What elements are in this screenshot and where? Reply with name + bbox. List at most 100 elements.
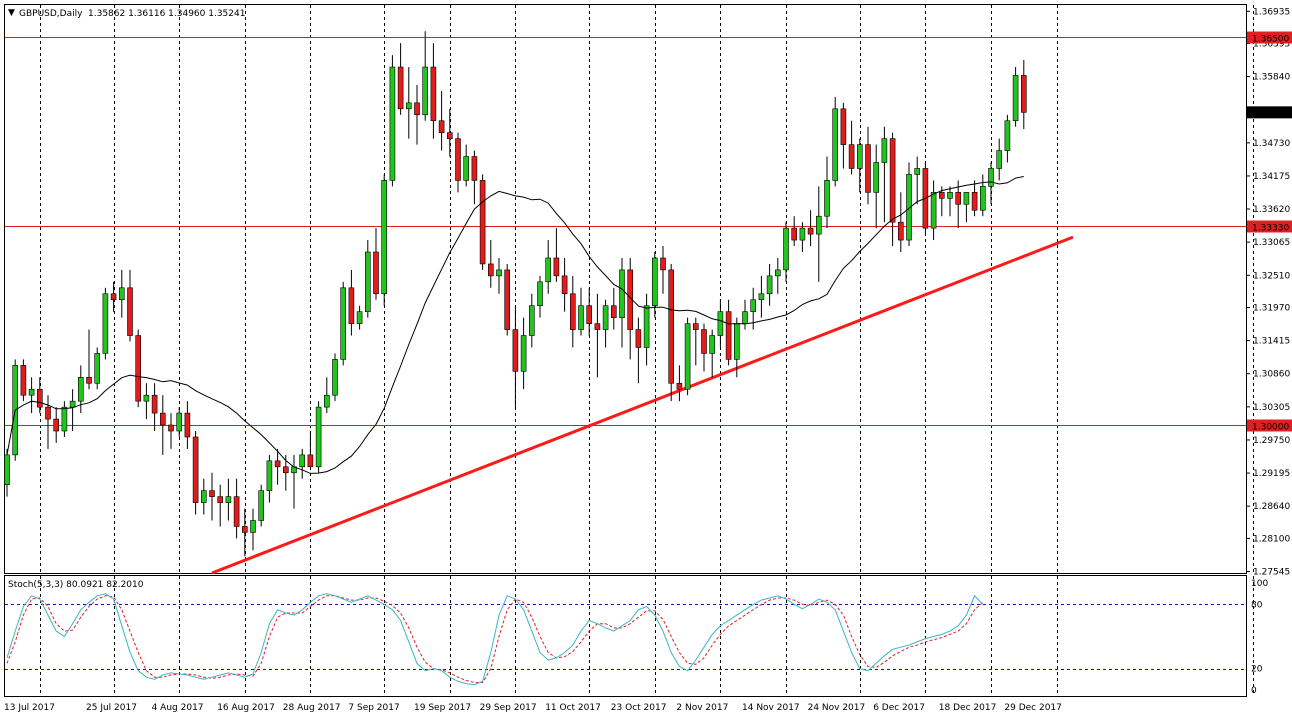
price-tick-label: 1.28100 [1253, 534, 1290, 544]
candle-down [192, 436, 199, 503]
price-tick-label: 1.29750 [1253, 436, 1290, 446]
candle-up [28, 388, 35, 396]
candle-up [717, 311, 724, 336]
candle-up [996, 150, 1003, 169]
candle-up [332, 359, 338, 396]
candle-up [4, 454, 10, 485]
support-trendline [211, 235, 1074, 575]
date-tick-label: 29 Sep 2017 [480, 703, 537, 713]
candle-up [758, 293, 765, 301]
candle-up [528, 305, 535, 336]
candle-down [414, 102, 420, 116]
price-tick-label: 1.36395 [1253, 39, 1290, 49]
candle-down [438, 120, 445, 133]
candle-up [914, 168, 921, 175]
candle-up [323, 394, 330, 408]
date-tick-label: 7 Sep 2017 [348, 703, 399, 713]
candle-down [455, 138, 461, 181]
candle-up [832, 108, 839, 181]
ohlc-readout: 1.35862 1.36116 1.34960 1.35241 [88, 9, 245, 19]
candle-up [537, 281, 543, 307]
stoch-tick-label: 100 [1251, 579, 1268, 589]
price-tick-label: 1.27545 [1253, 568, 1290, 578]
candle-up [315, 406, 322, 468]
candle-up [364, 251, 371, 312]
candle-up [389, 66, 396, 181]
current-price-tag [1247, 106, 1292, 119]
candle-up [463, 156, 470, 181]
moving-average-layer [6, 176, 1024, 474]
candle-down [865, 144, 871, 193]
stoch-tick-label: 0 [1251, 686, 1257, 696]
candle-down [897, 221, 904, 241]
price-tick-label: 1.32510 [1253, 271, 1290, 281]
candle-up [824, 180, 830, 217]
candle-up [405, 102, 412, 110]
candle-up [545, 257, 552, 283]
candle-down [955, 192, 962, 205]
candle-down [274, 460, 281, 468]
candle-down [209, 490, 215, 497]
candle-down [807, 227, 814, 235]
candle-down [561, 275, 568, 295]
candle-up [299, 454, 306, 468]
level-tag [1247, 220, 1292, 233]
stochastic-layer [5, 593, 1246, 686]
stoch-tick-label: 80 [1251, 600, 1263, 610]
level-tag [1247, 31, 1292, 44]
candle-down [725, 311, 732, 360]
candle-up [815, 215, 822, 235]
candle-down [168, 424, 174, 432]
candle-up [94, 353, 100, 384]
candle-down [840, 108, 847, 145]
candle-down [135, 335, 141, 402]
price-tick-label: 1.30305 [1253, 403, 1290, 413]
candle-up [799, 227, 806, 241]
candlesticks [4, 31, 1027, 557]
current-price-label: 1.35241 [1252, 109, 1289, 119]
candle-up [643, 305, 650, 348]
candle-down [791, 227, 798, 241]
candle-up [856, 144, 863, 169]
price-tick-label: 1.33620 [1253, 205, 1290, 215]
price-tick-label: 1.31415 [1253, 337, 1290, 347]
price-level-lines [5, 37, 1246, 426]
indicator-frame [4, 575, 1247, 697]
stoch-signal-line [6, 595, 984, 683]
candle-down [471, 156, 478, 181]
price-tick-label: 1.33065 [1253, 238, 1290, 248]
date-tick-label: 18 Dec 2017 [939, 703, 997, 713]
candle-up [61, 406, 68, 432]
date-tick-label: 28 Aug 2017 [283, 703, 341, 713]
trendline-layer [211, 235, 1074, 575]
candle-down [569, 293, 576, 330]
candle-up [1004, 120, 1011, 151]
candle-up [143, 394, 150, 402]
candle-down [635, 329, 642, 348]
moving-average-line [6, 176, 1024, 474]
price-tick-label: 1.36935 [1253, 7, 1290, 17]
candle-up [78, 377, 84, 402]
candle-up [250, 520, 256, 533]
candle-down [889, 138, 896, 223]
symbol-label: GBPUSD,Daily [19, 9, 83, 19]
candle-up [873, 162, 880, 193]
price-tick-label: 1.28640 [1253, 502, 1290, 512]
candle-up [979, 186, 986, 211]
candle-down [512, 329, 519, 372]
candle-up [988, 168, 994, 187]
candle-down [45, 406, 51, 420]
candle-up [496, 269, 502, 277]
candle-down [446, 132, 453, 139]
price-tick-label: 1.30860 [1253, 370, 1290, 380]
candle-down [20, 365, 27, 396]
candle-down [479, 180, 486, 265]
candle-up [381, 180, 388, 295]
candle-down [586, 305, 593, 324]
date-axis: 13 Jul 2017 25 Jul 2017 4 Aug 2017 16 Aug 2… [4, 703, 1062, 713]
date-tick-label: 19 Sep 2017 [414, 703, 471, 713]
date-tick-label: 11 Oct 2017 [545, 703, 601, 713]
chart-menu-arrow[interactable]: ▼ [8, 8, 15, 18]
candle-up [619, 269, 625, 318]
candle-down [938, 192, 945, 199]
